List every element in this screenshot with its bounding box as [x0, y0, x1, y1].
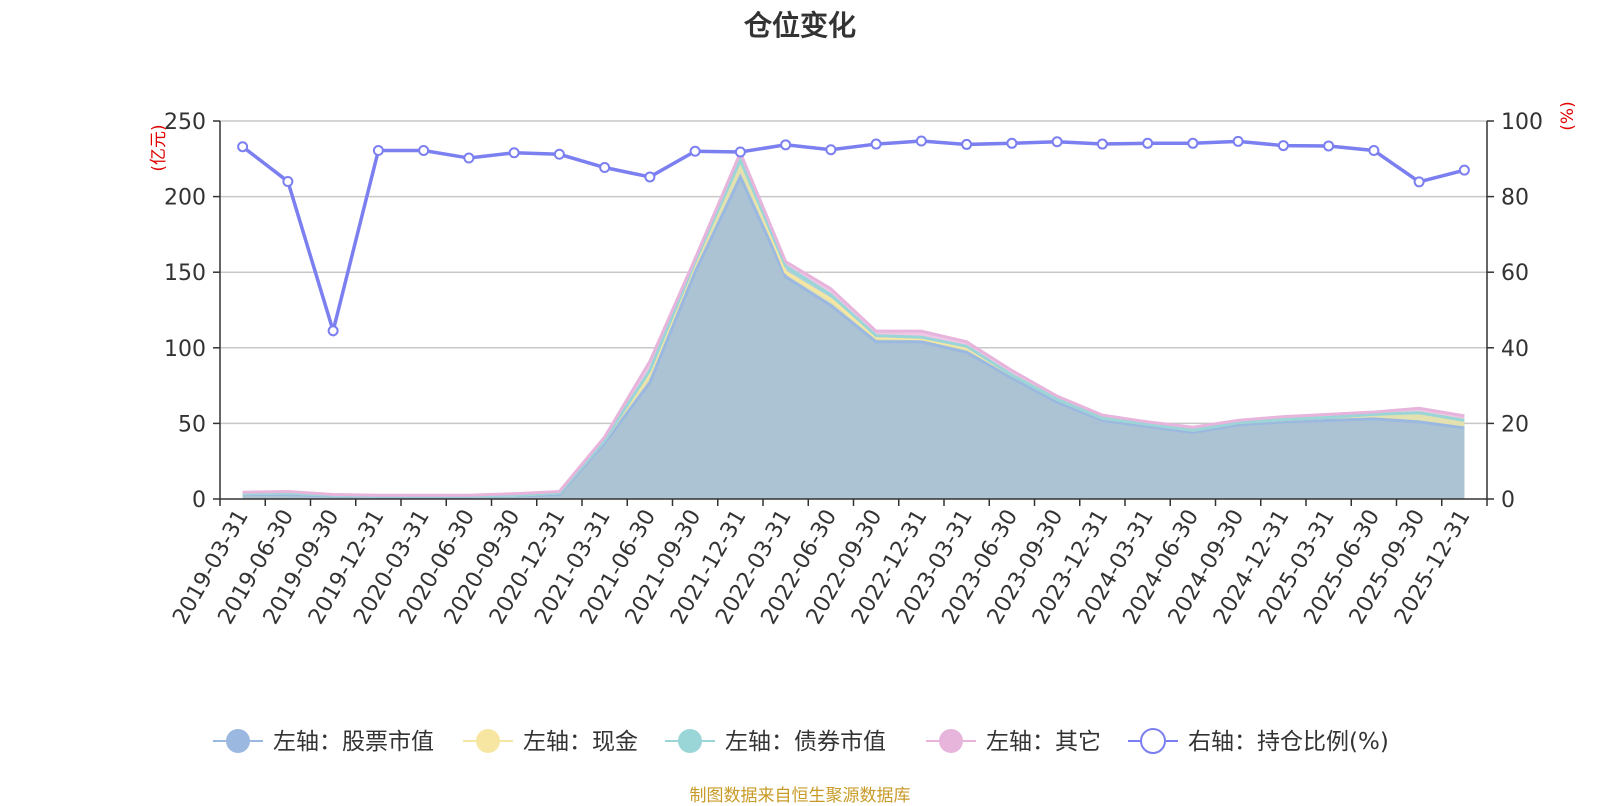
legend-label: 左轴：股票市值	[273, 729, 434, 755]
right-axis-unit: (%)	[1558, 101, 1578, 130]
legend-label: 左轴：其它	[986, 729, 1101, 755]
left-tick-label: 0	[192, 488, 206, 513]
legend-marker	[476, 729, 500, 753]
ratio-point[interactable]	[644, 171, 656, 183]
left-tick-label: 100	[164, 337, 206, 362]
right-tick-label: 40	[1501, 337, 1529, 362]
legend-marker	[226, 729, 250, 753]
left-tick-label: 50	[178, 412, 206, 437]
right-tick-label: 20	[1501, 412, 1529, 437]
legend-label: 右轴：持仓比例(%)	[1188, 729, 1389, 755]
legend-item[interactable]: 左轴：债券市值	[665, 729, 886, 755]
legend-marker	[939, 729, 963, 753]
legend-label: 左轴：债券市值	[725, 729, 886, 755]
right-tick-label: 0	[1501, 488, 1515, 513]
stacked-areas	[242, 148, 1465, 499]
ratio-point[interactable]	[870, 138, 882, 150]
left-axis-unit: (亿元)	[149, 124, 169, 171]
ratio-point[interactable]	[508, 147, 520, 159]
right-tick-label: 60	[1501, 261, 1529, 286]
ratio-point[interactable]	[553, 148, 565, 160]
ratio-line	[237, 135, 1470, 338]
ratio-point[interactable]	[1006, 137, 1018, 149]
ratio-point[interactable]	[1232, 135, 1244, 147]
ratio-point[interactable]	[1051, 136, 1063, 148]
ratio-point[interactable]	[780, 139, 792, 151]
legend-item[interactable]: 右轴：持仓比例(%)	[1128, 728, 1389, 755]
ratio-point[interactable]	[1142, 137, 1154, 149]
ratio-point[interactable]	[1368, 144, 1380, 156]
ratio-point[interactable]	[463, 152, 475, 164]
ratio-point[interactable]	[599, 161, 611, 173]
source-note: 制图数据来自恒生聚源数据库	[689, 786, 911, 806]
ratio-point[interactable]	[734, 146, 746, 158]
legend-marker	[678, 729, 702, 753]
ratio-point[interactable]	[1458, 164, 1470, 176]
ratio-point[interactable]	[1187, 137, 1199, 149]
legend-label: 左轴：现金	[523, 729, 638, 755]
ratio-point[interactable]	[327, 325, 339, 337]
ratio-point[interactable]	[372, 144, 384, 156]
ratio-point[interactable]	[1277, 140, 1289, 152]
legend-marker	[1140, 728, 1166, 754]
ratio-point[interactable]	[1096, 138, 1108, 150]
legend[interactable]: 左轴：股票市值 左轴：现金 左轴：债券市值 左轴：其它 右轴：持仓比例(%)	[213, 728, 1389, 755]
ratio-point[interactable]	[825, 144, 837, 156]
ratio-point[interactable]	[237, 141, 249, 153]
ratio-point[interactable]	[915, 135, 927, 147]
chart-title: 仓位变化	[743, 9, 856, 42]
right-tick-label: 80	[1501, 186, 1529, 211]
ratio-point[interactable]	[689, 145, 701, 157]
ratio-line-path	[241, 139, 1465, 338]
ratio-point[interactable]	[961, 138, 973, 150]
legend-item[interactable]: 左轴：股票市值	[213, 729, 434, 755]
legend-item[interactable]: 左轴：其它	[926, 729, 1101, 755]
left-tick-label: 250	[164, 110, 206, 135]
ratio-point[interactable]	[1323, 140, 1335, 152]
legend-item[interactable]: 左轴：现金	[463, 729, 638, 755]
area-左轴：股票市值	[242, 176, 1465, 499]
ratio-point[interactable]	[282, 175, 294, 187]
ratio-point[interactable]	[418, 144, 430, 156]
left-tick-label: 150	[164, 261, 206, 286]
ratio-point[interactable]	[1413, 176, 1425, 188]
left-tick-label: 200	[164, 186, 206, 211]
right-tick-label: 100	[1501, 110, 1543, 135]
area-edge-左轴：其它	[242, 148, 1465, 497]
